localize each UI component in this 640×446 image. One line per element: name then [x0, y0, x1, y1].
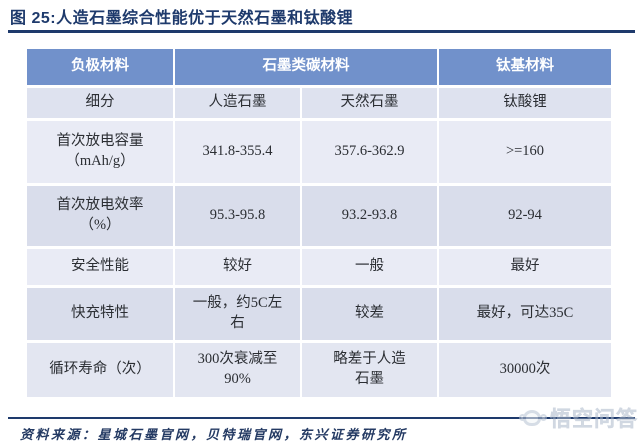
- cell-value: 较好: [175, 249, 300, 285]
- table-row-discharge-efficiency: 首次放电效率 （%） 95.3-95.8 93.2-93.8 92-94: [27, 186, 611, 246]
- watermark-label: 悟空问答: [550, 408, 638, 432]
- cell-value: 一般，约5C左 右: [175, 288, 300, 340]
- anode-material-comparison-table: 负极材料 石墨类碳材料 钛基材料 细分 人造石墨 天然石墨 钛酸锂 首次放电容量…: [25, 46, 613, 400]
- table-row-discharge-capacity: 首次放电容量 （mAh/g） 341.8-355.4 357.6-362.9 >…: [27, 121, 611, 183]
- cell-value: 略差于人造 石墨: [302, 343, 437, 397]
- cell-value: 341.8-355.4: [175, 121, 300, 183]
- table-header-row: 负极材料 石墨类碳材料 钛基材料: [27, 49, 611, 85]
- footer-divider-line: [8, 417, 635, 419]
- cell-value: 92-94: [439, 186, 611, 246]
- cell-value: 357.6-362.9: [302, 121, 437, 183]
- header-anode-material: 负极材料: [27, 49, 173, 85]
- cell-value: 93.2-93.8: [302, 186, 437, 246]
- table-row-cycle-life: 循环寿命（次） 300次衰减至 90% 略差于人造 石墨 30000次: [27, 343, 611, 397]
- row-label: 循环寿命（次）: [27, 343, 173, 397]
- table-row-fast-charge: 快充特性 一般，约5C左 右 较差 最好，可达35C: [27, 288, 611, 340]
- subheader-lithium-titanate: 钛酸锂: [439, 88, 611, 118]
- cell-value: 一般: [302, 249, 437, 285]
- cell-value: 最好，可达35C: [439, 288, 611, 340]
- data-source-note: 资料来源：星城石墨官网，贝特瑞官网，东兴证券研究所: [20, 427, 408, 442]
- cell-value: 30000次: [439, 343, 611, 397]
- subheader-artificial-graphite: 人造石墨: [175, 88, 300, 118]
- row-label: 安全性能: [27, 249, 173, 285]
- table-subheader-row: 细分 人造石墨 天然石墨 钛酸锂: [27, 88, 611, 118]
- title-divider-line: [8, 30, 635, 33]
- cell-value: 300次衰减至 90%: [175, 343, 300, 397]
- row-label: 首次放电效率 （%）: [27, 186, 173, 246]
- subheader-segment-label: 细分: [27, 88, 173, 118]
- row-label: 快充特性: [27, 288, 173, 340]
- wukong-monkey-icon: [519, 405, 547, 431]
- cell-value: 95.3-95.8: [175, 186, 300, 246]
- row-label: 首次放电容量 （mAh/g）: [27, 121, 173, 183]
- figure-title: 图 25:人造石墨综合性能优于天然石墨和钛酸锂: [10, 10, 354, 27]
- subheader-natural-graphite: 天然石墨: [302, 88, 437, 118]
- cell-value: 较差: [302, 288, 437, 340]
- cell-value: >=160: [439, 121, 611, 183]
- header-titanium-based: 钛基材料: [439, 49, 611, 85]
- wukong-qa-watermark: 悟空问答: [519, 403, 638, 433]
- header-graphite-carbon-group: 石墨类碳材料: [175, 49, 437, 85]
- table-row-safety: 安全性能 较好 一般 最好: [27, 249, 611, 285]
- cell-value: 最好: [439, 249, 611, 285]
